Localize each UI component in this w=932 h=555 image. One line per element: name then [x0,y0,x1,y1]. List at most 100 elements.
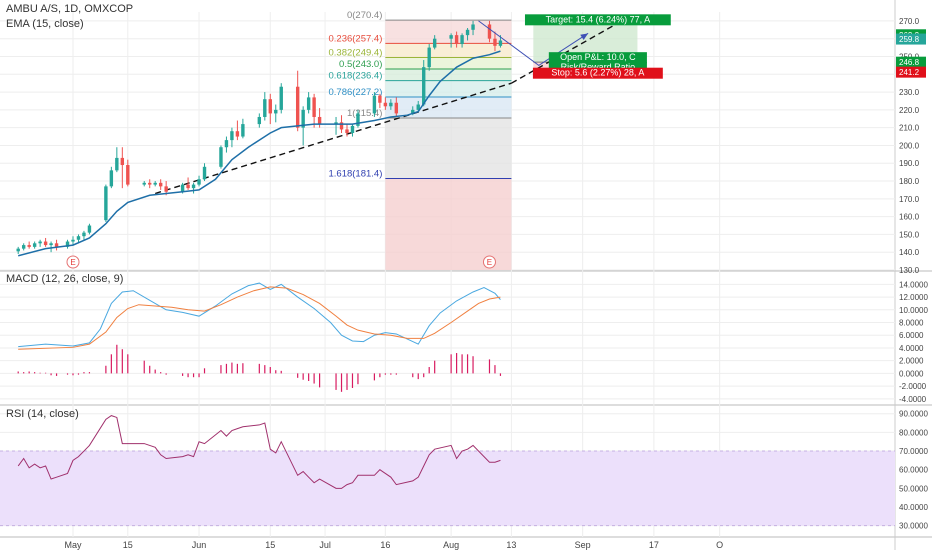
time-tick-label: Aug [443,540,459,550]
candle-up [32,243,37,247]
candle-up [82,232,86,237]
candle-up [334,122,338,125]
candle-down [312,97,316,117]
candle-up [142,182,146,185]
candle-down [158,182,163,187]
candle-down [235,131,240,137]
price-y-tick-label: 220.0 [899,106,920,115]
earnings-marker-label: E [70,258,75,267]
macd-y-tick-label: -2.0000 [899,382,927,391]
price-tag-label: 246.8 [899,58,920,67]
projection-arrow-head [580,33,589,40]
rsi-title[interactable]: RSI (14, close) [6,408,79,420]
projection-arrow [478,20,589,66]
macd-title[interactable]: MACD (12, 26, close, 9) [6,273,124,285]
candle-down [339,122,344,130]
ema-legend[interactable]: EMA (15, close) [6,18,84,30]
earnings-marker-label: E [487,258,492,267]
macd-y-tick-label: 4.0000 [899,344,924,353]
macd-y-tick-label: 6.0000 [899,331,924,340]
rsi-y-tick-label: 30.0000 [899,522,928,531]
candle-up [301,109,305,128]
price-y-tick-label: 160.0 [899,213,920,222]
candle-down [27,245,31,247]
candle-up [422,67,426,105]
rsi-line [17,415,501,489]
candle-up [350,125,355,133]
signal-line [18,286,501,350]
price-tag-label: 241.2 [899,68,920,77]
rsi-y-tick-label: 80.0000 [899,428,928,437]
candle-down [43,241,48,246]
main-legend: AMBU A/S, 1D, OMXCOP EMA (15, close) [6,2,133,32]
earnings-marker [482,255,496,269]
candle-down [383,102,388,107]
price-y-tick-label: 170.0 [899,195,920,204]
candle-up [49,243,53,246]
macd-y-tick-label: 8.0000 [899,319,924,328]
macd-y-tick-label: 10.0000 [899,306,928,315]
price-tag-label: 259.8 [899,35,920,44]
candle-up [389,102,393,107]
candle-up [109,170,114,187]
time-tick-label: Sep [575,540,591,550]
price-y-tick-label: 140.0 [899,248,920,257]
macd-line [18,282,501,348]
fib-level-label: 0.236(257.4) [328,33,382,44]
candle-down [54,243,59,247]
fib-level-label: 0.382(249.4) [328,48,382,59]
candle-up [460,35,464,45]
position-open-label: Open P&L: 10.0, C [560,52,636,62]
ema-line [18,50,501,257]
candle-up [104,186,108,221]
trendline [154,82,512,195]
main-title[interactable]: AMBU A/S, 1D, OMXCOP [6,3,134,15]
price-tag-bg [896,56,926,68]
candle-down [126,165,130,185]
candle-down [148,182,152,185]
fib-zone [385,178,512,270]
candle-up [76,236,81,240]
position-rr-label-bg [548,62,647,74]
candle-down [186,184,190,189]
candle-up [197,179,201,185]
rsi-y-tick-label: 50.0000 [899,484,928,493]
time-tick-label: 16 [380,540,390,550]
candle-up [279,86,283,110]
fib-zone [385,57,512,69]
candle-up [274,109,278,114]
candle-up [306,97,311,110]
time-tick-label: Jul [319,540,331,550]
earnings-marker [66,255,80,269]
price-tag-bg [896,66,926,78]
rsi-legend: RSI (14, close) [6,408,79,420]
time-tick-label: 15 [123,540,133,550]
candle-up [498,40,503,46]
candle-up [191,184,196,189]
position-stop-label: Stop: 5.6 (2.27%) 28, A [551,68,644,78]
candle-up [449,35,453,39]
price-y-tick-label: 180.0 [899,177,920,186]
time-tick-label: 15 [265,540,275,550]
candle-down [394,102,399,114]
candle-down [345,129,349,133]
candle-up [416,104,420,110]
candle-up [471,24,475,30]
candle-up [411,109,415,114]
candle-up [465,29,470,36]
candle-up [202,166,207,180]
candle-down [268,99,272,114]
fib-zone [385,118,512,179]
candle-down [164,186,168,192]
position-rr-label: Risk/Reward Ratio [561,62,636,72]
position-target-label: Target: 15.4 (6.24%) 77, A [546,14,651,24]
candle-up [180,184,185,192]
candle-up [21,245,26,249]
rsi-y-tick-label: 40.0000 [899,503,928,512]
candle-up [372,95,377,114]
time-tick-label: 13 [506,540,516,550]
candle-up [38,241,42,244]
fib-level-label: 1.618(181.4) [328,169,382,180]
time-tick-label: 17 [649,540,659,550]
